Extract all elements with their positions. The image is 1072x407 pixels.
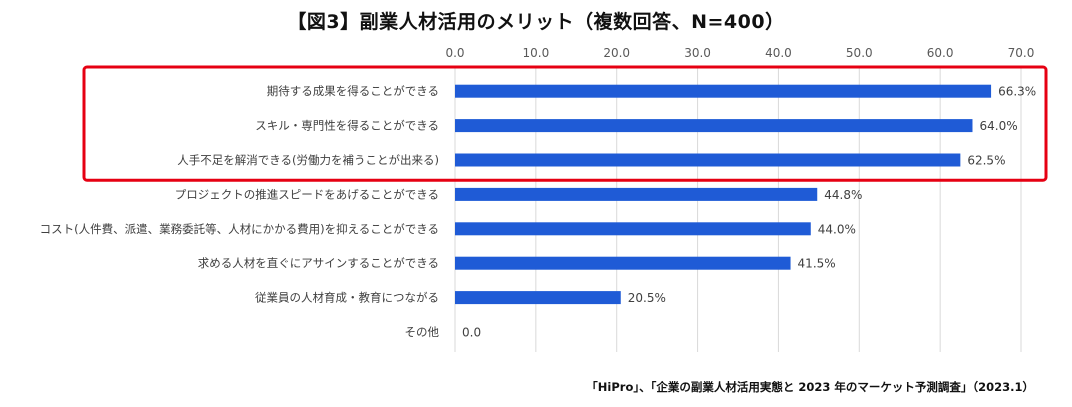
data-label: 41.5% bbox=[798, 257, 836, 271]
x-tick-label: 50.0 bbox=[846, 46, 873, 60]
data-label: 0.0 bbox=[462, 326, 481, 340]
data-label: 66.3% bbox=[998, 85, 1036, 99]
bars bbox=[455, 84, 992, 305]
gridlines bbox=[454, 66, 1022, 352]
category-label: 人手不足を解消できる(労働力を補うことが出来る) bbox=[177, 153, 439, 167]
chart-title: 【図3】副業人材活用のメリット（複数回答、N=400） bbox=[287, 11, 785, 33]
data-label: 44.0% bbox=[818, 222, 856, 236]
highlight-box bbox=[82, 65, 1048, 182]
data-label: 64.0% bbox=[979, 119, 1017, 133]
category-label: スキル・専門性を得ることができる bbox=[255, 119, 439, 133]
x-axis-ticks: 0.0 10.0 20.0 30.0 40.0 50.0 60.0 70.0 bbox=[445, 46, 1034, 60]
bar bbox=[455, 153, 961, 167]
bar bbox=[455, 291, 621, 305]
category-label: その他 bbox=[405, 325, 440, 339]
x-tick-label: 20.0 bbox=[603, 46, 630, 60]
data-label: 62.5% bbox=[967, 154, 1005, 168]
x-tick-label: 70.0 bbox=[1008, 46, 1035, 60]
bar bbox=[455, 256, 791, 270]
category-label: 期待する成果を得ることができる bbox=[267, 84, 439, 98]
source-note: 「HiPro」、「企業の副業人材活用実態と 2023 年のマーケット予測調査」（… bbox=[586, 380, 1034, 394]
x-tick-label: 0.0 bbox=[445, 46, 464, 60]
category-labels: 期待する成果を得ることができるスキル・専門性を得ることができる人手不足を解消でき… bbox=[40, 84, 440, 339]
value-labels: 66.3% 64.0% 62.5% 44.8% 44.0% 41.5% 20.5% 0.0 bbox=[462, 85, 1036, 340]
category-label: 従業員の人材育成・教育につながる bbox=[255, 291, 439, 305]
x-tick-label: 60.0 bbox=[927, 46, 954, 60]
category-label: コスト(人件費、派遣、業務委託等、人材にかかる費用)を抑えることができる bbox=[40, 222, 439, 236]
bar bbox=[455, 187, 818, 201]
bar bbox=[455, 222, 811, 236]
data-label: 44.8% bbox=[824, 188, 862, 202]
data-label: 20.5% bbox=[628, 291, 666, 305]
x-tick-label: 30.0 bbox=[684, 46, 711, 60]
x-tick-label: 40.0 bbox=[765, 46, 792, 60]
category-label: 求める人材を直ぐにアサインすることができる bbox=[198, 256, 439, 270]
x-tick-label: 10.0 bbox=[522, 46, 549, 60]
bar bbox=[455, 119, 973, 133]
bar bbox=[455, 84, 992, 98]
category-label: プロジェクトの推進スピードをあげることができる bbox=[175, 187, 439, 201]
